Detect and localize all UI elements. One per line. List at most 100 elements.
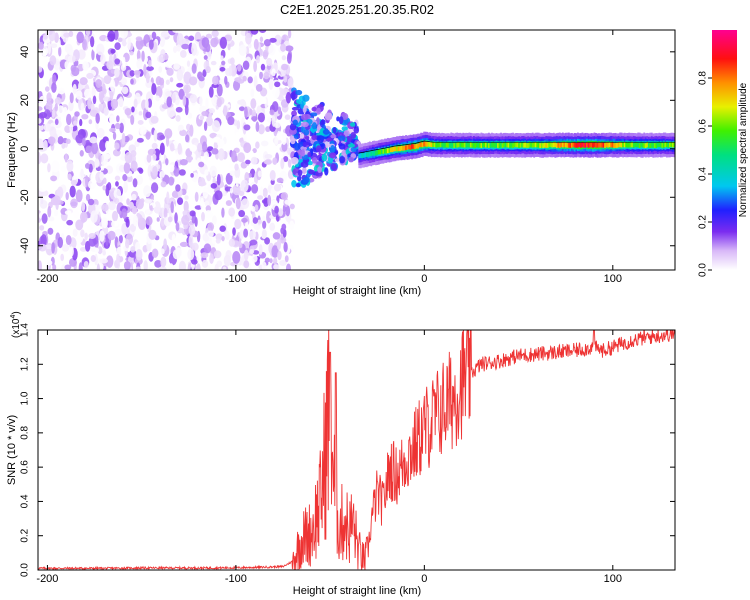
noise-cell [118, 234, 123, 244]
noise-cell [66, 113, 72, 126]
ridge-cell [595, 142, 597, 148]
noise-cell [274, 81, 281, 88]
noise-cell [198, 181, 207, 187]
noise-cell [49, 43, 58, 48]
noise-cell [179, 159, 188, 166]
noise-cell [224, 75, 228, 85]
noise-cell [261, 261, 267, 270]
noise-cell [257, 170, 262, 178]
ridge-cell [435, 142, 438, 148]
ridge-cell [370, 151, 373, 157]
ridge-cell [486, 142, 489, 148]
noise-cell [151, 31, 157, 40]
ridge-cell [371, 150, 374, 156]
scatter-cell [350, 132, 357, 140]
ridge-cell [620, 142, 623, 148]
noise-cell [102, 83, 106, 94]
noise-cell [263, 71, 270, 80]
noise-cell [131, 193, 137, 201]
ridge-cell [400, 145, 403, 151]
scatter-cell [330, 144, 335, 154]
noise-cell [114, 175, 121, 181]
noise-cell [70, 198, 78, 209]
noise-cell [211, 148, 219, 155]
ridge-cell [566, 142, 569, 148]
noise-cell [214, 190, 223, 201]
noise-cell [257, 112, 265, 123]
noise-cell [95, 112, 100, 124]
noise-cell [243, 249, 249, 261]
heatmap-ytick-label: -40 [19, 238, 31, 254]
scatter-cell [290, 138, 296, 145]
ridge-cell [459, 142, 462, 148]
ridge-cell [415, 143, 418, 149]
noise-cell [227, 42, 231, 51]
noise-cell [79, 118, 83, 127]
noise-cell [136, 50, 141, 62]
scatter-cell [343, 130, 350, 137]
noise-cell [158, 66, 163, 73]
noise-cell [237, 99, 246, 105]
noise-cell [80, 102, 85, 111]
noise-cell [141, 50, 145, 62]
ridge-cell [552, 142, 555, 148]
noise-cell [130, 150, 137, 158]
noise-cell [84, 163, 90, 169]
noise-cell [208, 86, 214, 98]
ridge-cell [614, 143, 617, 148]
noise-cell [70, 179, 78, 186]
noise-cell [259, 71, 263, 80]
noise-cell [49, 126, 57, 138]
noise-cell [71, 66, 80, 77]
heatmap-ytick-label: -20 [19, 189, 31, 205]
noise-cell [113, 188, 122, 199]
noise-cell [78, 262, 83, 270]
noise-cell [155, 95, 160, 102]
ridge-cell [653, 143, 656, 148]
scatter-cell [339, 156, 346, 164]
noise-cell [201, 259, 209, 268]
noise-cell [38, 138, 44, 150]
ridge-cell [405, 145, 407, 151]
ridge-cell [498, 142, 501, 148]
ridge-cell [385, 148, 388, 154]
noise-cell [185, 134, 190, 143]
ridge-cell [365, 152, 368, 158]
noise-cell [219, 36, 228, 49]
noise-cell [176, 44, 181, 52]
noise-cell [249, 249, 255, 255]
colorbar-tick-label: 0.8 [698, 71, 709, 85]
noise-cell [58, 46, 62, 57]
noise-cell [289, 203, 295, 210]
noise-cell [64, 61, 69, 70]
scatter-cell [311, 106, 317, 112]
ridge-cell [399, 146, 401, 152]
noise-cell [57, 87, 65, 95]
noise-cell [171, 190, 179, 199]
ridge-cell [528, 142, 531, 148]
ridge-cell [460, 142, 463, 148]
noise-cell [39, 212, 43, 219]
ridge-cell [518, 143, 521, 148]
noise-cell [171, 233, 176, 243]
noise-cell [250, 30, 259, 35]
noise-cell [114, 67, 120, 78]
noise-cell [202, 186, 209, 199]
ridge-cell [497, 143, 499, 148]
noise-cell [153, 129, 158, 142]
noise-cell [211, 205, 219, 213]
ridge-cell [524, 142, 527, 148]
scatter-cell [311, 157, 318, 164]
noise-cell [243, 228, 249, 238]
noise-cell [175, 106, 183, 113]
ridge-outline [358, 140, 675, 154]
noise-cell [117, 84, 121, 93]
noise-cell [120, 155, 125, 161]
noise-cell [79, 150, 84, 157]
noise-cell [167, 164, 175, 173]
ridge-cell [457, 142, 460, 148]
noise-cell [136, 58, 143, 70]
noise-cell [38, 151, 41, 164]
colorbar-tick-label: 0.2 [698, 215, 709, 229]
